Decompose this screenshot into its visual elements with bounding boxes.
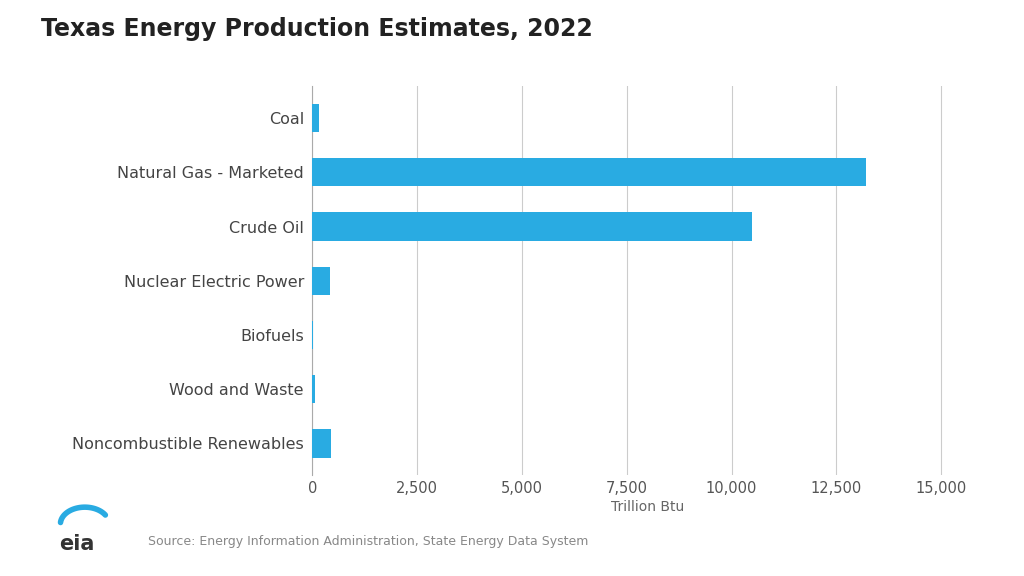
Text: Texas Energy Production Estimates, 2022: Texas Energy Production Estimates, 2022 <box>41 17 593 41</box>
Bar <box>312 213 753 241</box>
Bar <box>312 104 318 132</box>
Bar <box>312 375 314 403</box>
Text: eia: eia <box>58 535 94 554</box>
Bar <box>312 267 331 295</box>
Text: Source: Energy Information Administration, State Energy Data System: Source: Energy Information Administratio… <box>148 535 589 548</box>
X-axis label: Trillion Btu: Trillion Btu <box>611 500 684 514</box>
Bar <box>312 158 865 187</box>
Bar <box>312 429 331 457</box>
